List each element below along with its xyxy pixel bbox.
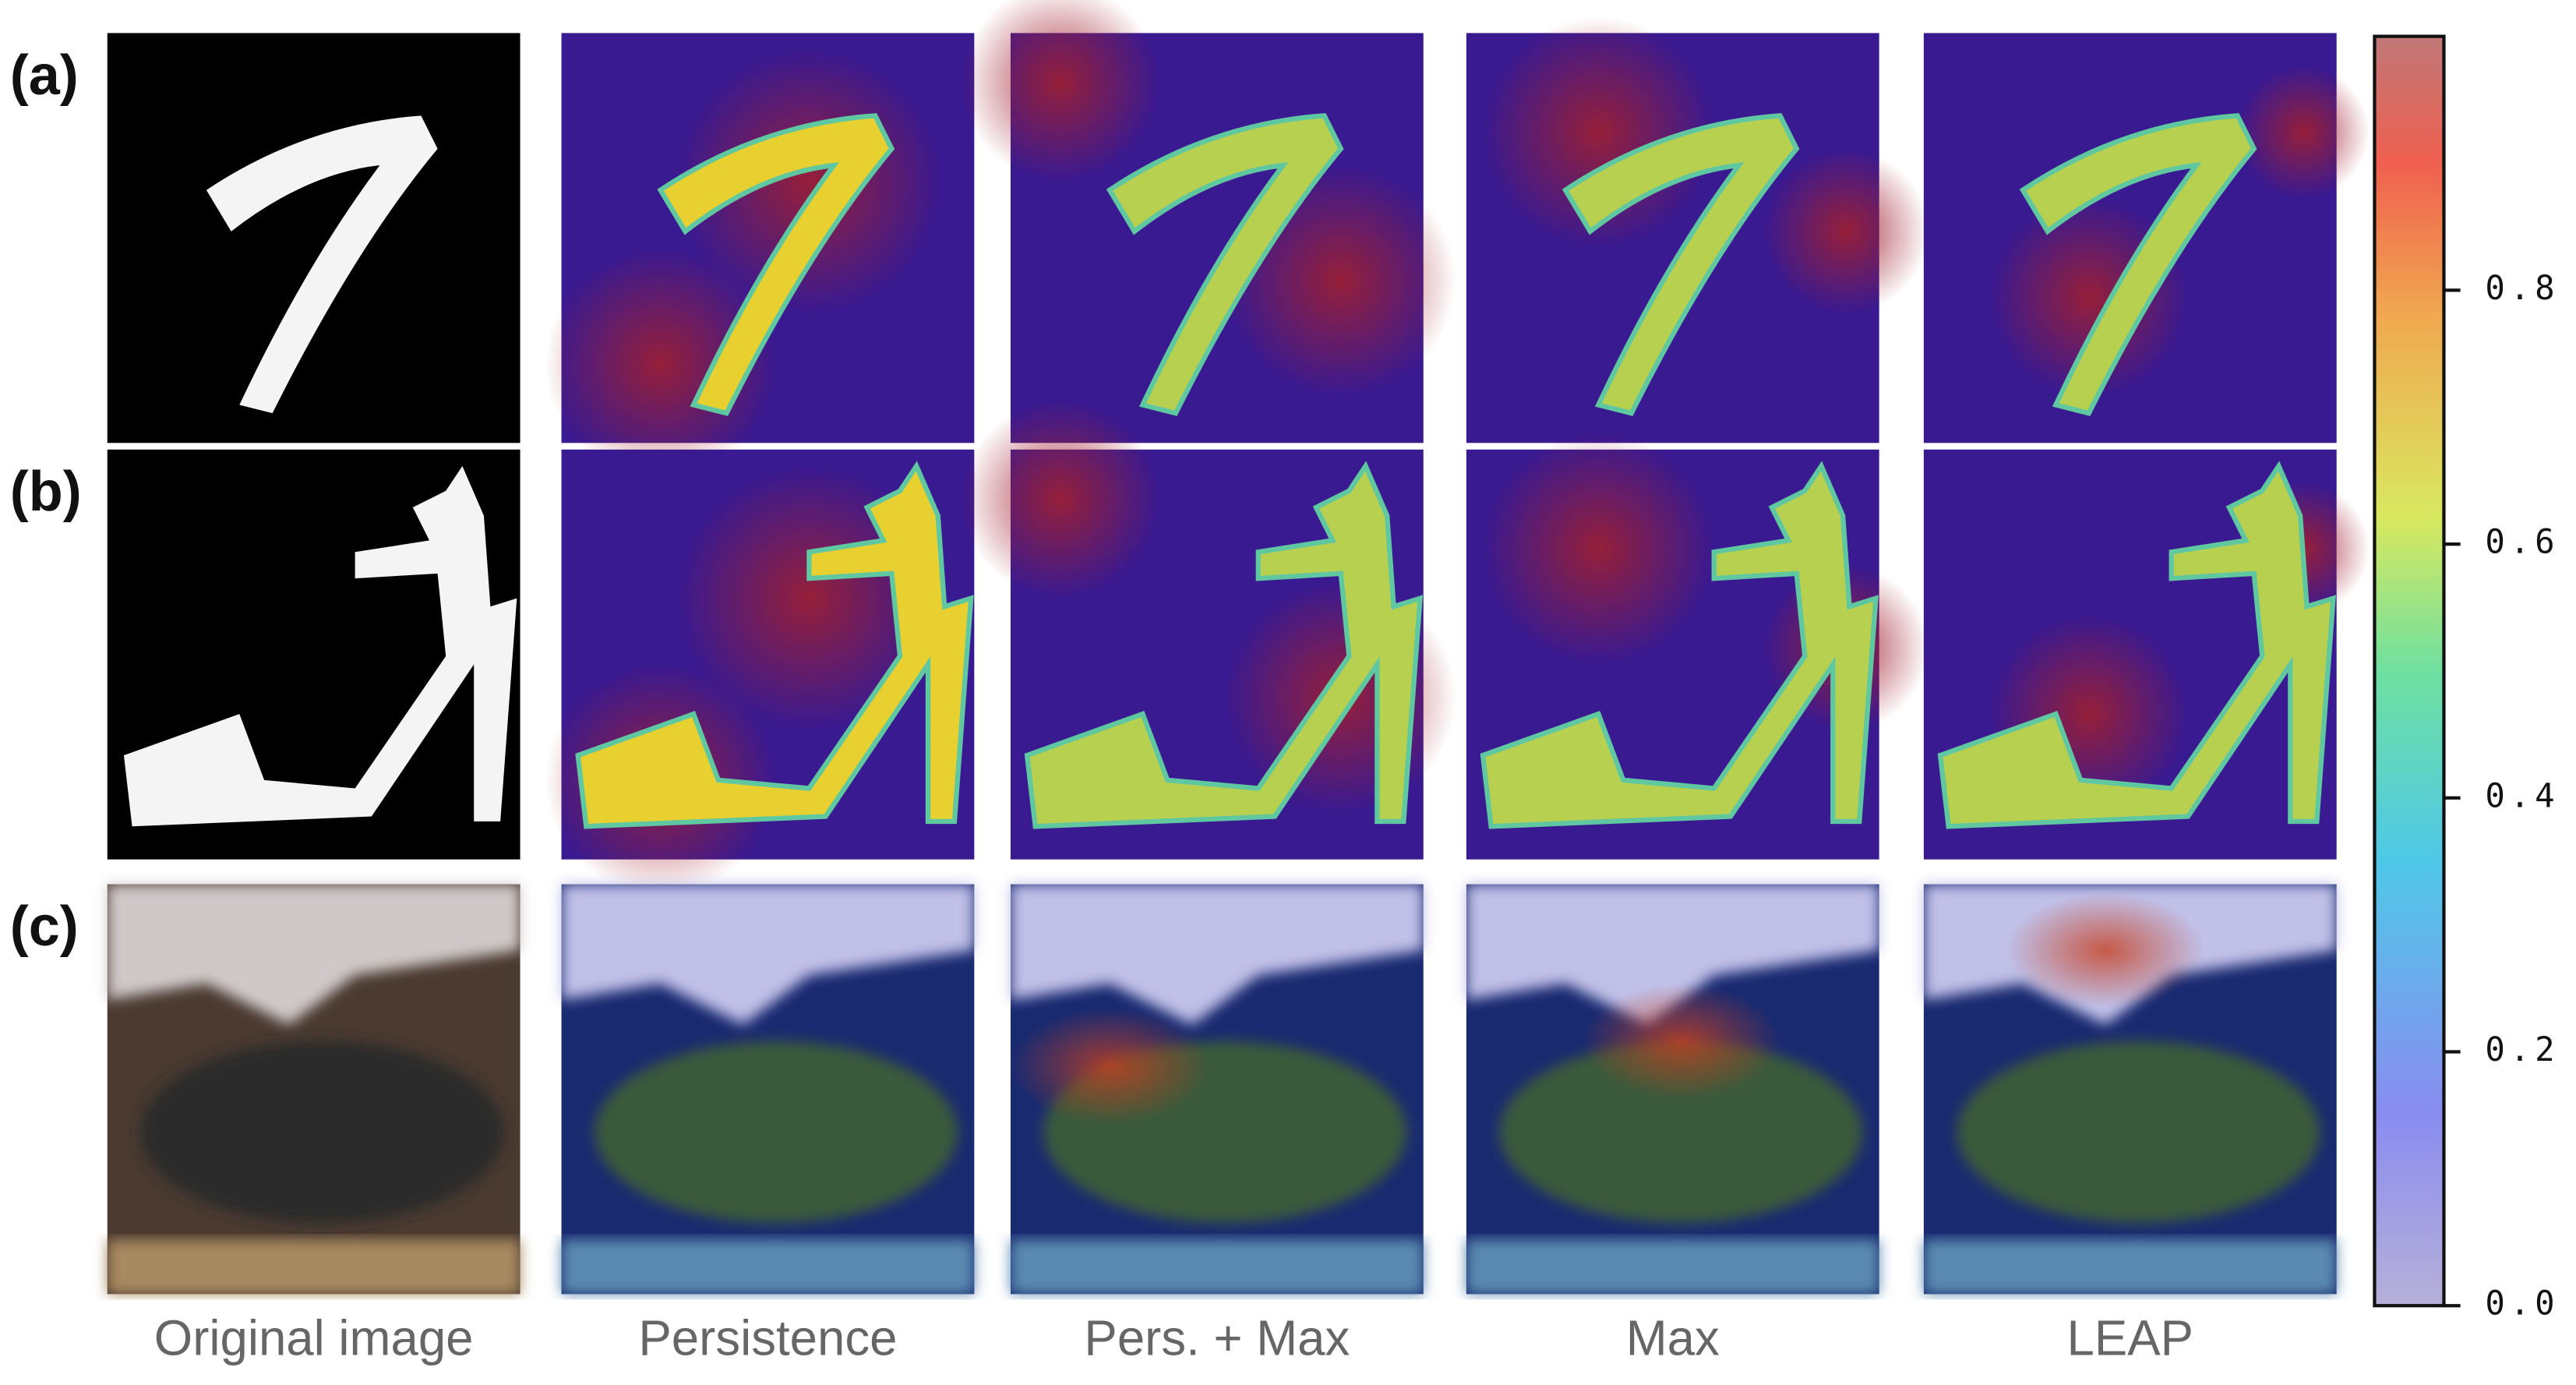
colorbar-tick-label: 0.6: [2485, 523, 2560, 561]
object-shape: [657, 113, 895, 416]
object-shape: [2019, 113, 2257, 416]
image-panel: [107, 884, 520, 1295]
image-panel: [1466, 16, 1929, 443]
image-panel: [1010, 884, 1424, 1295]
object-shape: [1937, 461, 2336, 829]
colorbar-tick-label: 0.2: [2485, 1030, 2560, 1069]
image-panel: [1923, 884, 2337, 1295]
row-label: (a): [10, 44, 79, 107]
wall-band: [107, 884, 520, 1025]
row-label: (c): [10, 896, 79, 958]
colorbar-tick-label: 0.0: [2485, 1284, 2560, 1323]
image-panel: [107, 449, 520, 860]
image-panel: [107, 33, 520, 443]
cat-body: [594, 1041, 958, 1224]
cat-body: [140, 1041, 504, 1224]
heat-blob: [2006, 892, 2205, 1009]
heat-blob: [2237, 65, 2370, 199]
colorbar-tick-label: 0.4: [2485, 776, 2560, 814]
heat-blob: [1010, 1008, 1209, 1124]
column-label: Pers. + Max: [1084, 1311, 1350, 1366]
column-label: Max: [1626, 1311, 1720, 1366]
wall-band: [561, 884, 975, 1025]
image-panel: [545, 449, 975, 896]
heat-blob: [676, 465, 941, 731]
wall-band: [1010, 884, 1424, 1025]
floor-band: [561, 1239, 975, 1295]
image-panel: [545, 33, 975, 479]
wall-band: [1466, 884, 1879, 1025]
floor-band: [1923, 1239, 2337, 1295]
column-label: Persistence: [638, 1311, 897, 1366]
colorbar: [2373, 34, 2446, 1308]
object-shape: [1561, 113, 1800, 416]
panel-bg: [107, 33, 520, 443]
image-panel: [1923, 449, 2370, 860]
object-shape: [575, 461, 974, 829]
image-panel: [1466, 884, 1879, 1295]
image-panel: [1466, 433, 1929, 860]
object-shape: [206, 115, 438, 414]
floor-band: [1010, 1239, 1424, 1295]
cat-body: [1957, 1041, 2320, 1224]
object-shape: [1106, 113, 1344, 416]
column-label: LEAP: [2067, 1311, 2194, 1366]
image-panel: [961, 400, 1457, 860]
cat-body: [1499, 1041, 1863, 1224]
heat-blob: [1582, 983, 1780, 1100]
image-panel: [561, 884, 975, 1295]
image-panel: [1923, 33, 2370, 443]
floor-band: [1466, 1239, 1879, 1295]
heat-blob: [1763, 148, 1929, 314]
object-shape: [123, 465, 517, 827]
heat-blob: [961, 400, 1159, 599]
row-label: (b): [10, 461, 82, 523]
object-shape: [1480, 461, 1879, 829]
heat-blob: [545, 248, 777, 479]
floor-band: [107, 1239, 520, 1295]
heat-blob: [961, 0, 1159, 182]
image-panel: [961, 0, 1457, 443]
colorbar-tick-label: 0.8: [2485, 269, 2560, 307]
column-label: Original image: [154, 1311, 474, 1366]
heat-blob: [1483, 433, 1714, 665]
object-shape: [1024, 461, 1424, 829]
